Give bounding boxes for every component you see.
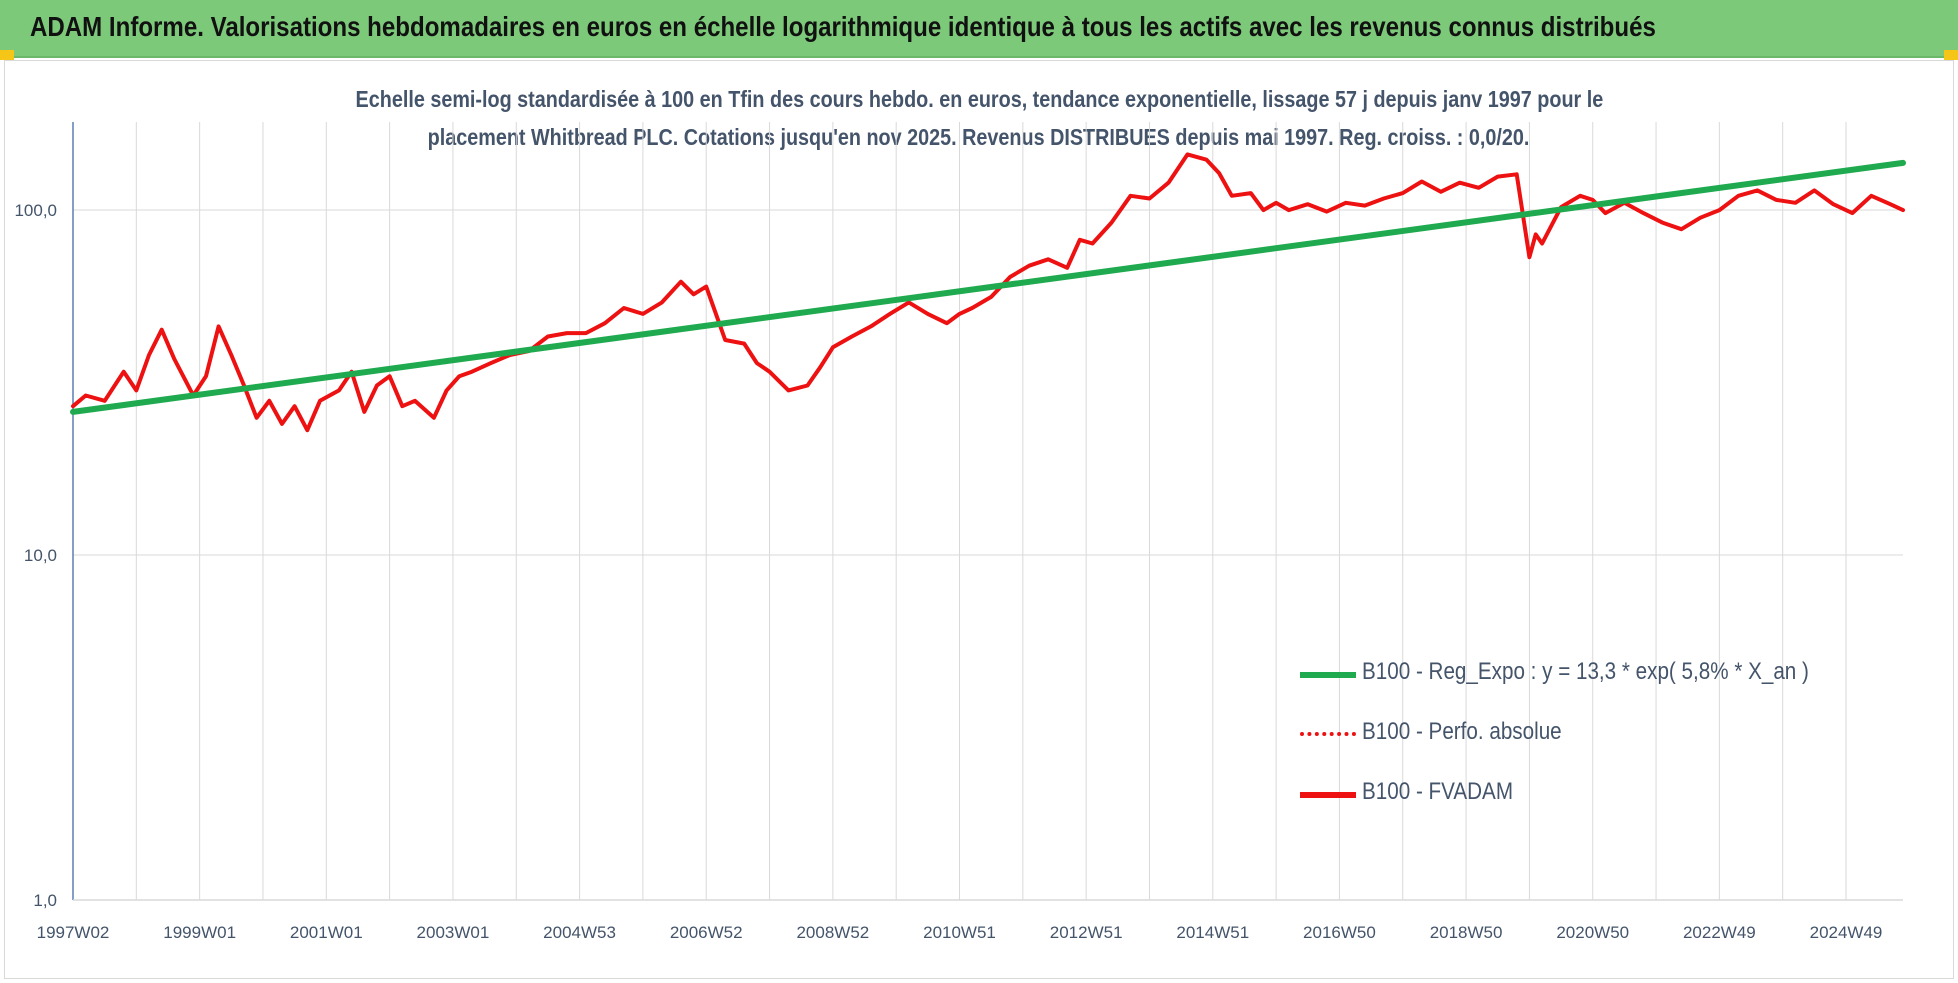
x-tick-label: 2001W01: [290, 923, 363, 942]
chart-title-line-2: placement Whitbread PLC. Cotations jusqu…: [428, 124, 1530, 150]
y-tick-label: 1,0: [33, 891, 57, 910]
chart-frame: [4, 60, 1954, 979]
legend-label-fvadam: B100 - FVADAM: [1362, 778, 1514, 805]
legend-swatch-fvadam: [1300, 792, 1356, 798]
x-tick-label: 2010W51: [923, 923, 996, 942]
legend-label-regression: B100 - Reg_Expo : y = 13,3 * exp( 5,8% *…: [1362, 658, 1809, 685]
x-tick-label: 2008W52: [796, 923, 869, 942]
header-banner: ADAM Informe. Valorisations hebdomadaire…: [0, 0, 1958, 58]
legend-label-perfo: B100 - Perfo. absolue: [1362, 718, 1562, 745]
y-tick-label: 10,0: [24, 546, 57, 565]
x-tick-label: 2004W53: [543, 923, 616, 942]
x-tick-label: 2014W51: [1176, 923, 1249, 942]
x-tick-label: 2003W01: [417, 923, 490, 942]
corner-marker-right: [1944, 50, 1958, 60]
x-tick-label: 2024W49: [1810, 923, 1883, 942]
legend-swatch-regression: [1300, 672, 1356, 678]
x-tick-label: 1997W02: [37, 923, 110, 942]
chart-legend: B100 - Reg_Expo : y = 13,3 * exp( 5,8% *…: [1300, 650, 1860, 830]
page-title: ADAM Informe. Valorisations hebdomadaire…: [30, 11, 1656, 42]
x-tick-label: 2018W50: [1430, 923, 1503, 942]
x-tick-label: 2020W50: [1556, 923, 1629, 942]
series-line-0: [70, 159, 1906, 415]
chart-title-line-1: Echelle semi-log standardisée à 100 en T…: [355, 86, 1603, 112]
legend-item-regression: B100 - Reg_Expo : y = 13,3 * exp( 5,8% *…: [1300, 650, 1860, 710]
x-tick-label: 2012W51: [1050, 923, 1123, 942]
legend-item-perfo: B100 - Perfo. absolue: [1300, 710, 1860, 770]
series-line-2: [71, 152, 1905, 433]
x-tick-label: 2006W52: [670, 923, 743, 942]
legend-item-fvadam: B100 - FVADAM: [1300, 770, 1860, 830]
x-tick-label: 2022W49: [1683, 923, 1756, 942]
x-tick-label: 1999W01: [163, 923, 236, 942]
x-tick-label: 2016W50: [1303, 923, 1376, 942]
legend-swatch-perfo: [1300, 732, 1356, 736]
y-tick-label: 100,0: [14, 201, 57, 220]
corner-marker-left: [0, 50, 14, 60]
